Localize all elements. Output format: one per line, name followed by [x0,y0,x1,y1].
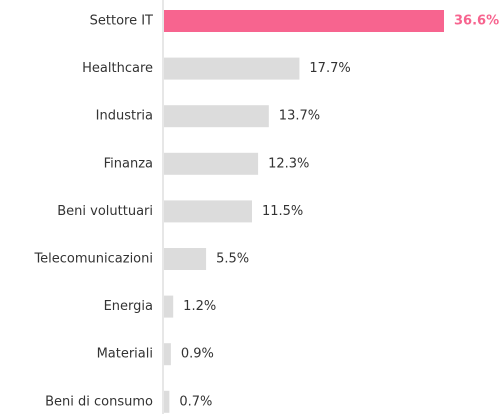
value-label: 0.9% [181,347,214,362]
bar [164,57,300,80]
bar [164,152,259,175]
category-label: Industria [96,109,153,124]
category-label: Telecomunicazioni [33,252,153,267]
value-label: 0.7% [179,394,212,409]
value-label: 5.5% [216,252,249,267]
category-label: Finanza [104,156,153,171]
category-label: Beni voluttuari [57,204,153,219]
value-label: 12.3% [268,156,309,171]
bar [164,248,207,270]
category-label: Healthcare [82,61,153,76]
value-label: 36.6% [454,14,499,29]
category-label: Beni di consumo [45,394,153,409]
bar [164,295,174,318]
value-label: 11.5% [262,204,303,219]
value-label: 1.2% [183,299,216,314]
bar [164,200,252,223]
bar [164,10,444,32]
category-label: Materiali [97,347,153,362]
value-label: 13.7% [279,109,320,124]
bar [164,390,170,413]
category-label: Settore IT [90,14,153,29]
value-label: 17.7% [309,61,350,76]
bar [164,343,171,366]
bar [164,105,269,128]
category-label: Energia [104,299,153,314]
